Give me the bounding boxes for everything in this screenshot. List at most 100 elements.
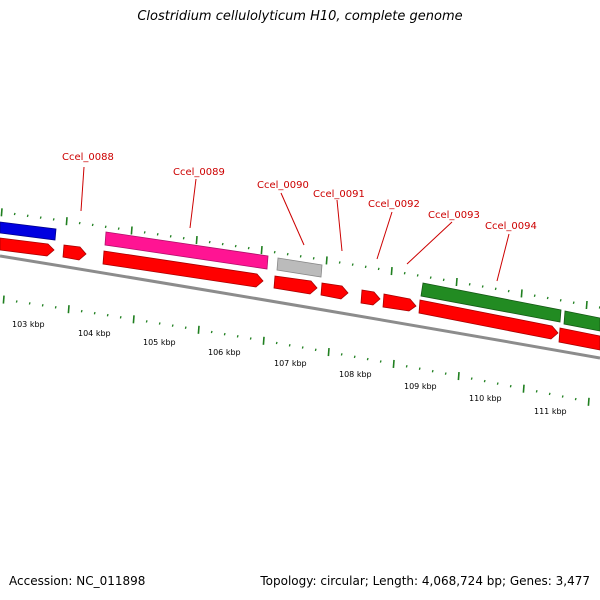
outer-major-tick — [195, 236, 198, 245]
inner-major-tick — [262, 336, 265, 345]
feature-bar-green-1[interactable] — [420, 282, 562, 323]
feature-bar-green-2[interactable] — [563, 310, 600, 332]
outer-minor-tick — [494, 287, 497, 291]
outer-minor-tick — [559, 299, 562, 302]
kbp-labels: 103 kbp 104 kbp 105 kbp 106 kbp 107 kbp … — [12, 320, 567, 416]
outer-minor-tick — [208, 240, 211, 244]
inner-minor-tick — [340, 353, 343, 356]
inner-minor-tick — [236, 335, 239, 338]
inner-minor-tick — [106, 313, 109, 317]
outer-minor-tick — [364, 265, 367, 269]
outer-minor-tick — [143, 231, 146, 234]
outer-major-tick — [0, 208, 3, 217]
cds-arrow-2[interactable] — [62, 244, 87, 261]
cds-arrow-4[interactable] — [273, 275, 318, 295]
inner-minor-tick — [54, 306, 57, 309]
inner-minor-tick — [41, 304, 44, 307]
inner-minor-tick — [15, 300, 18, 303]
cds-arrow-7[interactable] — [382, 293, 417, 312]
outer-minor-tick — [221, 242, 224, 246]
outer-minor-tick — [234, 244, 237, 248]
outer-minor-tick — [507, 289, 510, 293]
inner-major-tick — [392, 359, 395, 368]
callout-line-ccel-0091 — [336, 199, 343, 252]
inner-minor-tick — [548, 392, 551, 396]
outer-minor-tick — [403, 271, 406, 275]
inner-minor-tick — [145, 320, 148, 323]
inner-minor-tick — [288, 344, 291, 347]
outer-minor-tick — [429, 276, 432, 279]
outer-minor-tick — [338, 261, 341, 264]
outer-major-tick — [585, 300, 588, 310]
outer-minor-tick — [351, 263, 354, 266]
topology-text: Topology: circular; Length: 4,068,724 bp… — [260, 574, 590, 588]
cds-arrow-1[interactable] — [0, 237, 55, 257]
cds-arrow-9[interactable] — [558, 327, 600, 351]
outer-major-tick — [520, 289, 523, 298]
outer-major-tick — [65, 217, 68, 226]
outer-minor-tick — [533, 294, 536, 297]
gene-label-ccel-0089[interactable]: Ccel_0089 — [173, 167, 225, 178]
callout-line-ccel-0094 — [496, 233, 510, 282]
cds-arrows — [0, 237, 600, 351]
outer-minor-tick — [442, 278, 445, 282]
outer-minor-tick — [273, 250, 276, 254]
gene-label-ccel-0092[interactable]: Ccel_0092 — [368, 199, 420, 210]
outer-major-tick — [130, 226, 133, 235]
inner-major-tick — [327, 348, 330, 357]
outer-minor-tick — [26, 214, 29, 218]
inner-major-tick — [132, 315, 135, 324]
outer-minor-tick — [416, 274, 419, 277]
feature-bars — [0, 221, 600, 332]
inner-minor-tick — [275, 341, 278, 345]
callout-line-ccel-0092 — [376, 211, 393, 260]
outer-minor-tick — [481, 285, 484, 288]
callout-lines — [80, 166, 510, 282]
outer-major-tick — [390, 267, 393, 276]
cds-arrow-6[interactable] — [360, 289, 381, 306]
inner-tick-row — [2, 295, 590, 406]
inner-minor-tick — [93, 311, 96, 315]
outer-tick-row — [0, 208, 600, 310]
feature-bar-grey[interactable] — [276, 257, 323, 278]
outer-major-tick — [260, 246, 263, 255]
inner-minor-tick — [535, 390, 538, 393]
kbp-label-108: 108 kbp — [339, 370, 372, 379]
inner-minor-tick — [574, 397, 577, 401]
inner-minor-tick — [405, 365, 408, 368]
inner-minor-tick — [301, 346, 304, 349]
gene-label-ccel-0091[interactable]: Ccel_0091 — [313, 189, 365, 200]
inner-minor-tick — [210, 330, 213, 334]
inner-minor-tick — [509, 384, 512, 388]
feature-bar-blue[interactable] — [0, 221, 57, 241]
inner-major-tick — [457, 372, 460, 381]
gene-label-ccel-0088[interactable]: Ccel_0088 — [62, 152, 114, 163]
inner-major-tick — [587, 397, 590, 406]
outer-minor-tick — [468, 283, 471, 286]
outer-minor-tick — [104, 225, 107, 229]
cds-arrow-8[interactable] — [418, 299, 559, 340]
kbp-label-106: 106 kbp — [208, 348, 241, 357]
inner-minor-tick — [561, 395, 564, 398]
kbp-label-105: 105 kbp — [143, 338, 176, 347]
outer-major-tick — [455, 277, 458, 287]
gene-label-ccel-0093[interactable]: Ccel_0093 — [428, 210, 480, 221]
cds-arrow-5[interactable] — [320, 282, 349, 300]
outer-minor-tick — [78, 221, 81, 225]
inner-minor-tick — [249, 337, 252, 340]
inner-minor-tick — [379, 360, 382, 363]
cds-arrow-3[interactable] — [102, 250, 264, 288]
gene-label-ccel-0090[interactable]: Ccel_0090 — [257, 180, 309, 191]
backbone-line — [0, 254, 600, 360]
feature-bar-magenta[interactable] — [104, 231, 269, 270]
inner-major-tick — [67, 305, 70, 314]
outer-minor-tick — [13, 212, 16, 216]
outer-minor-tick — [377, 267, 380, 271]
kbp-label-103: 103 kbp — [12, 320, 45, 329]
inner-minor-tick — [483, 379, 486, 383]
outer-major-tick — [325, 256, 328, 265]
outer-minor-tick — [91, 223, 94, 227]
outer-minor-tick — [546, 296, 549, 300]
gene-label-ccel-0094[interactable]: Ccel_0094 — [485, 221, 537, 232]
